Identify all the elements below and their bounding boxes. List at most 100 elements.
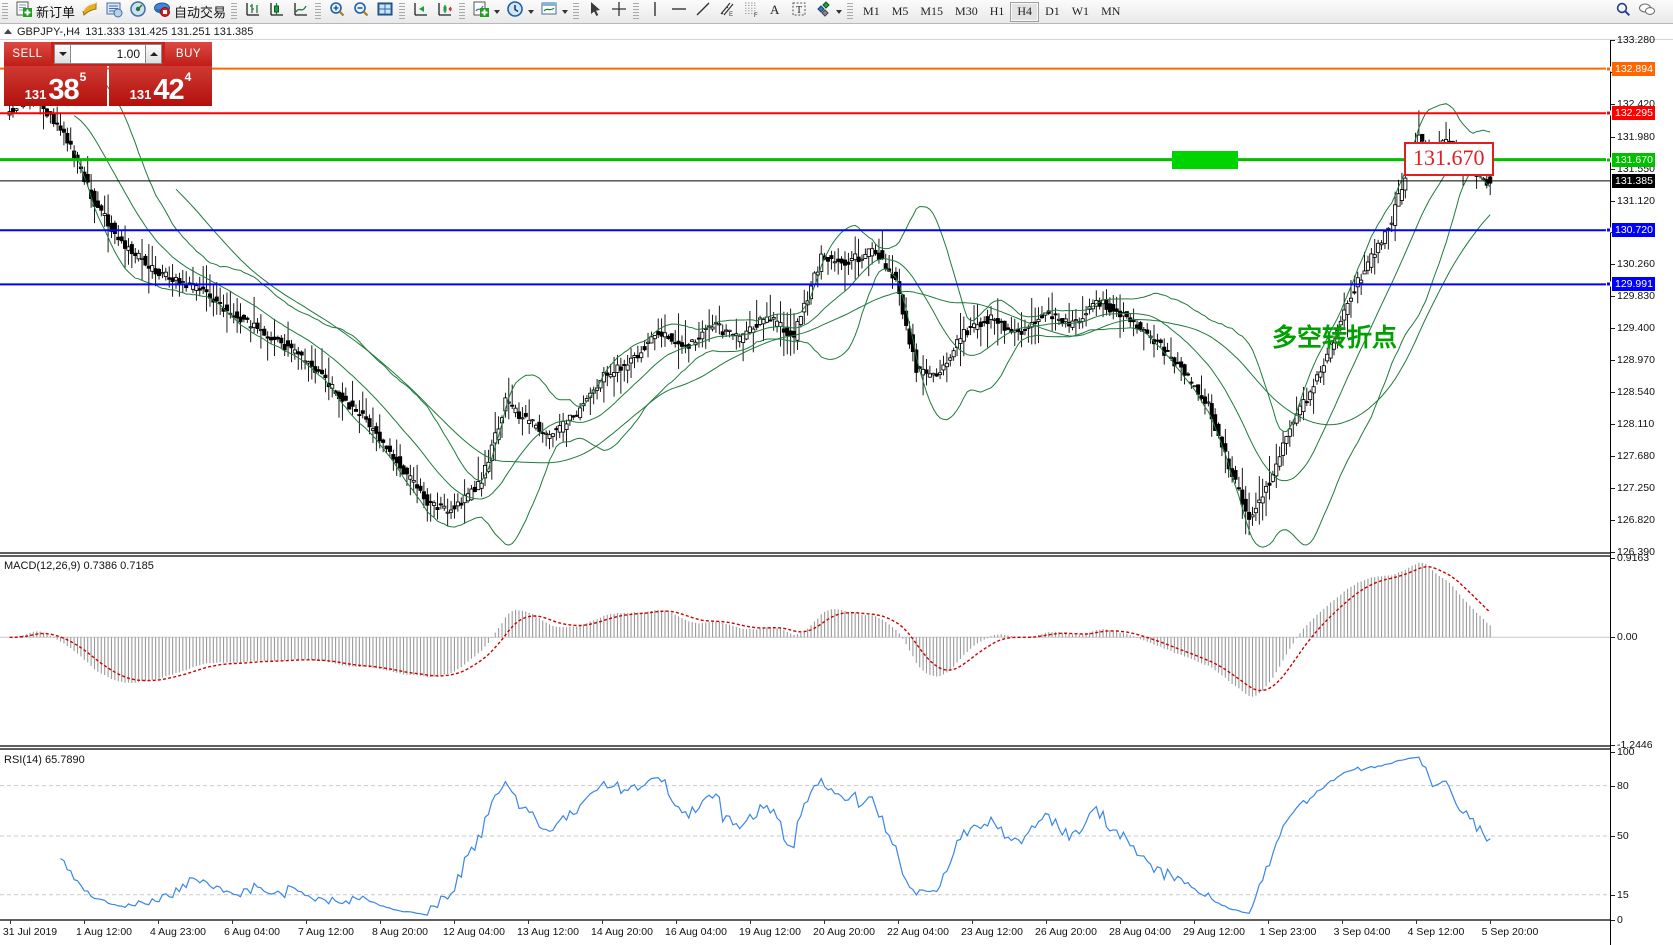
toolbar-grip[interactable] [231, 2, 238, 21]
sell-price-main: 38 [48, 74, 79, 106]
svg-text:E: E [729, 12, 733, 18]
timeframe-m5-button[interactable]: M5 [891, 4, 909, 18]
crosshair-button[interactable] [607, 1, 631, 23]
price-axis[interactable]: 133.280132.850132.420131.980131.550131.1… [1606, 34, 1673, 945]
terminal-button[interactable] [102, 1, 126, 23]
text-button[interactable]: A [763, 1, 787, 23]
templates-button[interactable] [537, 1, 571, 23]
volume-decrease-button[interactable] [54, 44, 71, 64]
chevron-down-icon[interactable] [836, 9, 843, 14]
price-level-chip-132-295[interactable]: 132.295 [1606, 106, 1655, 121]
price-level-chip-129-991[interactable]: 129.991 [1606, 277, 1655, 292]
toolbar-grip[interactable] [573, 2, 580, 21]
toolbar-grip[interactable] [847, 2, 854, 21]
buy-button[interactable]: BUY [165, 42, 212, 66]
auto-scroll-button[interactable] [409, 1, 433, 23]
chevron-down-icon[interactable] [528, 9, 535, 14]
time-axis-tick [898, 920, 899, 924]
chart-area[interactable]: 131.670 多空转折点 MACD(12,26,9) 0.7386 0.718… [0, 34, 1673, 945]
candlestick-chart-button[interactable] [265, 1, 289, 23]
trendline-button[interactable] [691, 1, 715, 23]
chevron-down-icon[interactable] [562, 9, 569, 14]
price-axis-label: 127.680 [1617, 450, 1655, 463]
price-axis-label: 128.970 [1617, 354, 1655, 367]
price-level-chip-130-720[interactable]: 130.720 [1606, 223, 1655, 238]
time-axis-label: 1 Aug 12:00 [75, 926, 133, 938]
time-axis[interactable]: 31 Jul 2019 1 Aug 12:00 4 Aug 23:00 6 Aug 0… [0, 920, 1610, 945]
volume-increase-button[interactable] [145, 44, 162, 64]
timeframe-m15-button[interactable]: M15 [920, 4, 944, 18]
sell-price-display[interactable]: 131 38 5 [4, 66, 107, 106]
shapes-button[interactable] [811, 1, 845, 23]
price-level-chip-132-894[interactable]: 132.894 [1606, 61, 1655, 76]
rsi-indicator-label: RSI(14) 65.7890 [4, 754, 85, 766]
equidistant-channel-icon: E [718, 0, 736, 23]
timeframe-m30-button[interactable]: M30 [955, 4, 978, 18]
price-axis-tick [1611, 296, 1615, 298]
price-axis-label: 127.250 [1617, 482, 1655, 495]
timeframe-m1-button[interactable]: M1 [863, 4, 880, 18]
price-level-chip-131-385[interactable]: 131.385 [1612, 173, 1655, 188]
bar-chart-button[interactable] [241, 1, 265, 23]
signals-button[interactable] [126, 1, 150, 23]
charts-button[interactable] [78, 1, 102, 23]
chevron-down-icon[interactable] [494, 9, 501, 14]
toolbar-grip[interactable] [315, 2, 322, 21]
timeframe-mn-button[interactable]: MN [1101, 4, 1121, 18]
vertical-line-button[interactable] [643, 1, 667, 23]
sell-button[interactable]: SELL [4, 42, 51, 66]
indicators-button[interactable] [469, 1, 503, 23]
chart-plot[interactable]: 131.670 多空转折点 MACD(12,26,9) 0.7386 0.718… [0, 40, 1610, 945]
chart-text-annotation[interactable]: 多空转折点 [1272, 323, 1398, 352]
auto-trading-button[interactable]: 自动交易 [150, 1, 229, 23]
timeframe-w1-button[interactable]: W1 [1071, 4, 1090, 18]
timeframe-h1-button[interactable]: H1 [989, 4, 1005, 18]
volume-stepper[interactable]: 1.00 [51, 42, 165, 66]
fibonacci-button[interactable]: F [739, 1, 763, 23]
price-axis-label: 133.280 [1617, 34, 1655, 46]
level-handle-icon[interactable] [1606, 66, 1611, 72]
price-level-chip-131-670[interactable]: 131.670 [1606, 152, 1655, 167]
one-click-trading-panel[interactable]: SELL 1.00 BUY 131 38 5 131 42 4 [4, 42, 212, 106]
tile-windows-button[interactable] [373, 1, 397, 23]
chart-collapse-icon[interactable] [4, 29, 12, 34]
buy-price-pip: 4 [184, 70, 192, 84]
text-icon: A [766, 0, 784, 23]
toolbar-grip[interactable] [633, 2, 640, 21]
zoom-in-button[interactable] [325, 1, 349, 23]
toolbar-grip[interactable] [399, 2, 406, 21]
line-chart-button[interactable] [289, 1, 313, 23]
rsi-axis-tick [1611, 752, 1615, 753]
chart-shift-button[interactable] [433, 1, 457, 23]
new-order-button[interactable]: 新订单 [12, 1, 78, 23]
search-button[interactable] [1611, 1, 1635, 23]
buy-price-display[interactable]: 131 42 4 [109, 66, 212, 106]
chevron-up-icon [149, 52, 158, 56]
toolbar-grip[interactable] [459, 2, 466, 21]
zoom-out-button[interactable] [349, 1, 373, 23]
macd-axis-label: 0.9163 [1617, 552, 1650, 564]
level-handle-icon[interactable] [1606, 227, 1611, 233]
text-label-button[interactable]: T [787, 1, 811, 23]
horizontal-line-button[interactable] [667, 1, 691, 23]
periods-button[interactable] [503, 1, 537, 23]
highlight-rectangle[interactable] [1172, 150, 1238, 169]
time-axis-label: 7 Aug 12:00 [297, 926, 355, 938]
terminal-icon [105, 0, 123, 23]
chat-button[interactable] [1635, 1, 1659, 23]
rsi-axis-label: 100 [1617, 746, 1635, 758]
level-handle-icon[interactable] [1606, 157, 1611, 163]
toolbar-grip[interactable] [2, 2, 8, 21]
price-callout-box[interactable]: 131.670 [1404, 141, 1494, 176]
auto-trading-label: 自动交易 [174, 6, 227, 21]
level-handle-icon[interactable] [1606, 281, 1611, 287]
time-axis-label: 8 Aug 20:00 [371, 926, 429, 938]
level-handle-icon[interactable] [1606, 110, 1611, 116]
cursor-button[interactable] [583, 1, 607, 23]
volume-input[interactable]: 1.00 [71, 44, 145, 64]
timeframe-h4-button[interactable]: H4 [1010, 1, 1040, 22]
equidistant-channel-button[interactable]: E [715, 1, 739, 23]
time-axis-label: 31 Jul 2019 [2, 926, 58, 938]
symbol-info-bar: GBPJPY-,H4 131.333 131.425 131.251 131.3… [0, 24, 1673, 40]
timeframe-d1-button[interactable]: D1 [1045, 4, 1060, 18]
